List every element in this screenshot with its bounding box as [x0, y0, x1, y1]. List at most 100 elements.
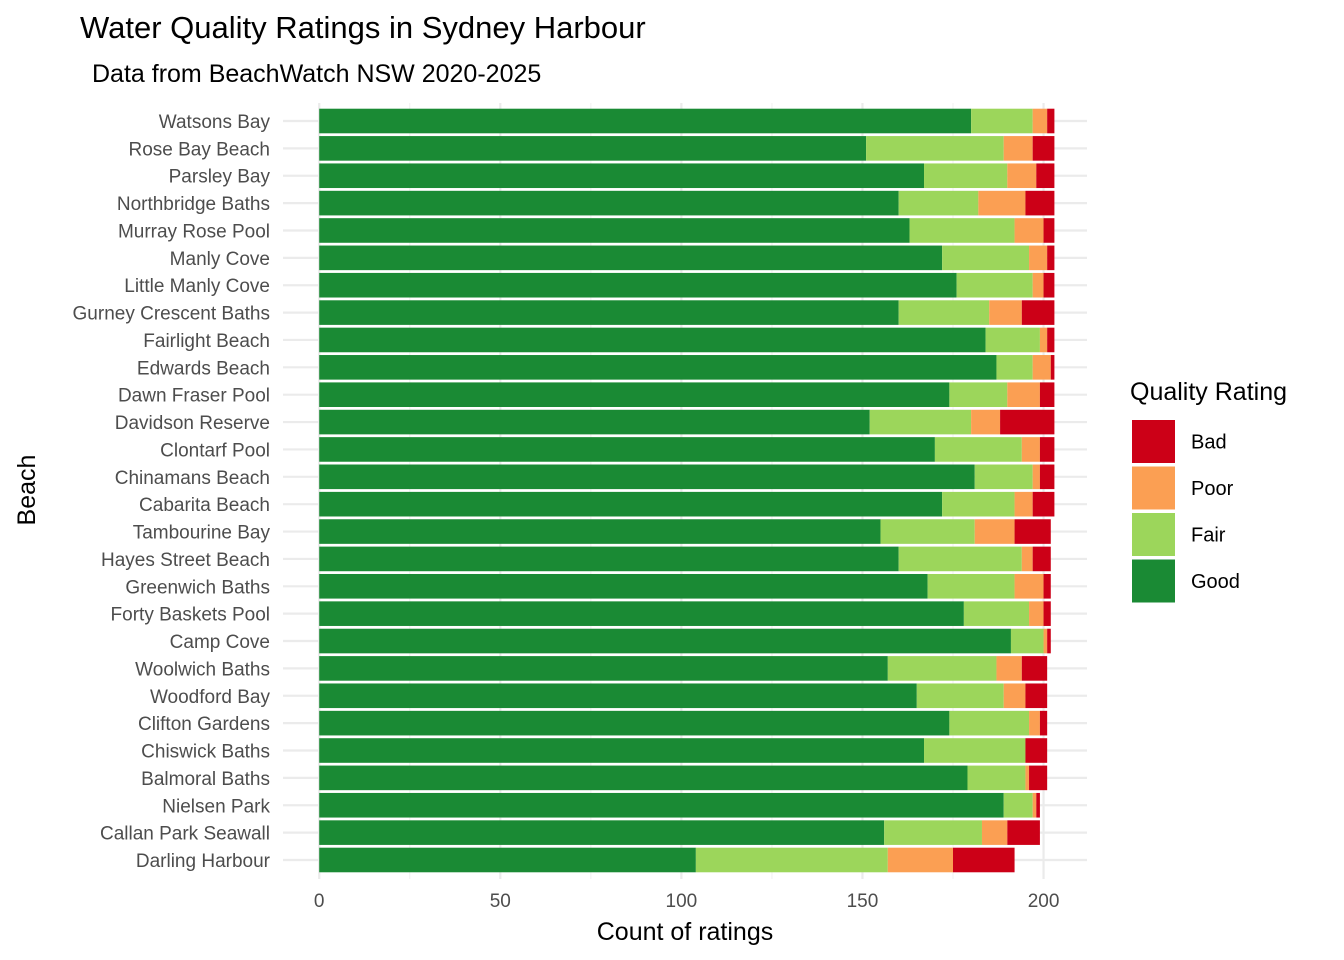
bar-nielsen-park-fair	[1003, 792, 1033, 818]
bar-chinamans-beach-poor	[1032, 464, 1040, 490]
bar-murray-rose-pool-fair	[909, 218, 1015, 243]
bar-woolwich-baths-fair	[887, 656, 997, 681]
bar-rose-bay-beach-good	[319, 136, 867, 161]
bar-parsley-bay-poor	[1007, 163, 1037, 189]
bar-davidson-reserve-bad	[1000, 409, 1055, 435]
bar-watsons-bay-good	[319, 108, 972, 134]
bar-cabarita-beach-poor	[1014, 491, 1033, 517]
bar-nielsen-park-bad	[1036, 792, 1040, 818]
legend: Quality Rating Bad Poor Fair Good	[1130, 378, 1287, 603]
bar-dawn-fraser-pool-bad	[1039, 382, 1055, 407]
y-tick-label-watsons-bay: Watsons Bay	[159, 112, 271, 133]
legend-key-fair	[1132, 513, 1175, 556]
bar-hayes-street-beach-bad	[1032, 546, 1051, 572]
bar-chiswick-baths-fair	[924, 738, 1026, 763]
chart-title: Water Quality Ratings in Sydney Harbour	[80, 10, 646, 45]
y-tick-label-nielsen-park: Nielsen Park	[162, 796, 270, 817]
bar-gurney-crescent-baths-bad	[1021, 300, 1055, 325]
bar-fairlight-beach-good	[319, 327, 986, 353]
bar-murray-rose-pool-good	[319, 218, 910, 243]
bar-nielsen-park-good	[319, 792, 1004, 818]
x-tick-label-50: 50	[490, 891, 511, 912]
bar-forty-baskets-pool-bad	[1043, 601, 1051, 626]
bar-greenwich-baths-fair	[927, 573, 1015, 599]
legend-label-fair: Fair	[1191, 525, 1226, 547]
bar-callan-park-seawall-poor	[981, 820, 1008, 845]
bar-gurney-crescent-baths-fair	[898, 300, 990, 325]
bar-forty-baskets-pool-poor	[1029, 601, 1044, 626]
bar-camp-cove-fair	[1010, 628, 1044, 654]
bar-woodford-bay-bad	[1025, 683, 1048, 709]
bar-cabarita-beach-good	[319, 491, 943, 517]
bar-murray-rose-pool-bad	[1043, 218, 1055, 243]
bar-rose-bay-beach-bad	[1032, 136, 1055, 161]
bar-manly-cove-bad	[1047, 245, 1055, 271]
bar-callan-park-seawall-bad	[1007, 820, 1040, 845]
legend-label-poor: Poor	[1191, 478, 1234, 500]
bar-northbridge-baths-bad	[1025, 190, 1055, 216]
y-tick-label-callan-park-seawall: Callan Park Seawall	[100, 824, 270, 845]
bar-woodford-bay-good	[319, 683, 917, 709]
bar-cabarita-beach-bad	[1032, 491, 1055, 517]
bar-northbridge-baths-fair	[898, 190, 979, 216]
bar-rose-bay-beach-poor	[1003, 136, 1033, 161]
bar-clifton-gardens-good	[319, 710, 950, 736]
bar-tambourine-bay-good	[319, 519, 881, 544]
bar-northbridge-baths-good	[319, 190, 899, 216]
bar-dawn-fraser-pool-good	[319, 382, 950, 407]
bar-camp-cove-good	[319, 628, 1011, 654]
bar-balmoral-baths-bad	[1029, 765, 1048, 791]
y-tick-label-hayes-street-beach: Hayes Street Beach	[101, 550, 270, 571]
bar-manly-cove-poor	[1029, 245, 1048, 271]
bar-greenwich-baths-good	[319, 573, 928, 599]
legend-label-good: Good	[1191, 571, 1240, 593]
bar-gurney-crescent-baths-poor	[989, 300, 1022, 325]
bar-camp-cove-bad	[1047, 628, 1051, 654]
y-tick-label-tambourine-bay: Tambourine Bay	[133, 523, 271, 544]
bar-clontarf-pool-good	[319, 437, 935, 462]
bar-little-manly-cove-good	[319, 272, 957, 298]
legend-key-bad	[1132, 420, 1175, 463]
bar-hayes-street-beach-fair	[898, 546, 1022, 572]
y-tick-label-manly-cove: Manly Cove	[170, 249, 270, 270]
legend-title: Quality Rating	[1130, 378, 1287, 406]
x-tick-label-100: 100	[666, 891, 698, 912]
y-tick-labels: Watsons Bay Rose Bay Beach Parsley Bay Nort…	[73, 112, 271, 872]
bar-parsley-bay-fair	[924, 163, 1008, 189]
bar-fairlight-beach-bad	[1047, 327, 1055, 353]
y-tick-label-davidson-reserve: Davidson Reserve	[115, 413, 270, 434]
bar-parsley-bay-good	[319, 163, 925, 189]
bar-nielsen-park-poor	[1032, 792, 1037, 818]
bar-darling-harbour-poor	[887, 847, 953, 873]
bar-tambourine-bay-fair	[880, 519, 975, 544]
bar-forty-baskets-pool-fair	[963, 601, 1030, 626]
legend-label-bad: Bad	[1191, 432, 1227, 454]
bar-woolwich-baths-bad	[1021, 656, 1048, 681]
bar-clifton-gardens-fair	[949, 710, 1030, 736]
bar-little-manly-cove-fair	[956, 272, 1033, 298]
y-tick-label-chinamans-beach: Chinamans Beach	[115, 468, 270, 489]
y-tick-label-parsley-bay: Parsley Bay	[169, 167, 271, 188]
bar-little-manly-cove-poor	[1032, 272, 1044, 298]
bar-watsons-bay-bad	[1047, 108, 1055, 134]
bar-edwards-beach-good	[319, 355, 997, 380]
x-tick-label-150: 150	[847, 891, 879, 912]
y-tick-label-rose-bay-beach: Rose Bay Beach	[128, 139, 270, 160]
bar-clifton-gardens-bad	[1039, 710, 1048, 736]
legend-key-good	[1132, 559, 1175, 603]
bar-fairlight-beach-poor	[1039, 327, 1048, 353]
bar-woolwich-baths-poor	[996, 656, 1022, 681]
y-tick-label-greenwich-baths: Greenwich Baths	[125, 577, 270, 598]
bar-clifton-gardens-poor	[1029, 710, 1040, 736]
bar-balmoral-baths-good	[319, 765, 968, 791]
bar-greenwich-baths-bad	[1043, 573, 1051, 599]
bar-dawn-fraser-pool-fair	[949, 382, 1008, 407]
y-tick-label-forty-baskets-pool: Forty Baskets Pool	[111, 605, 270, 626]
bar-murray-rose-pool-poor	[1014, 218, 1044, 243]
x-tick-label-200: 200	[1028, 891, 1060, 912]
bar-camp-cove-poor	[1043, 628, 1048, 654]
bar-davidson-reserve-poor	[971, 409, 1001, 435]
bar-hayes-street-beach-poor	[1021, 546, 1033, 572]
bar-cabarita-beach-fair	[942, 491, 1015, 517]
